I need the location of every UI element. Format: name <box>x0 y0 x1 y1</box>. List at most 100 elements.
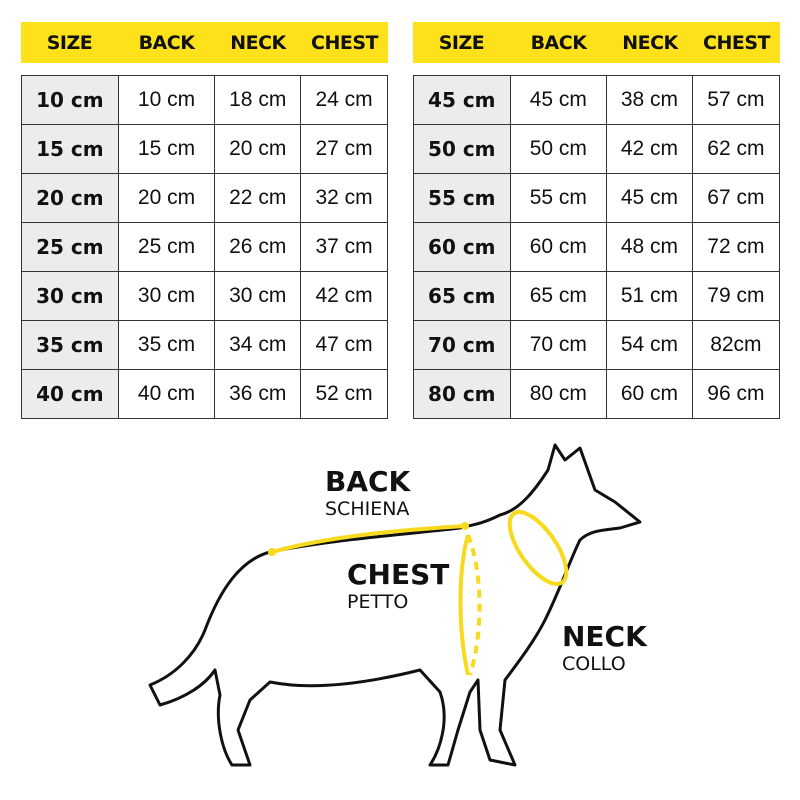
table-row: 40 cm 40 cm 36 cm 52 cm <box>21 369 388 419</box>
chest-cell: 52 cm <box>300 369 388 419</box>
neck-cell: 38 cm <box>606 75 693 125</box>
chest-cell: 79 cm <box>691 271 781 321</box>
header-size: SIZE <box>438 31 485 54</box>
back-cell: 40 cm <box>117 369 216 419</box>
neck-cell: 34 cm <box>214 320 302 370</box>
table-row: 10 cm 10 cm 18 cm 24 cm <box>21 75 388 125</box>
header-neck: NECK <box>230 31 286 54</box>
chest-title: CHEST <box>347 558 450 591</box>
back-start-dot <box>268 548 276 556</box>
back-cell: 70 cm <box>509 320 608 370</box>
back-end-dot <box>461 522 469 530</box>
size-grid: 10 cm 10 cm 18 cm 24 cm 15 cm 15 cm 20 cm 27 cm… <box>21 75 388 419</box>
neck-cell: 54 cm <box>606 320 693 370</box>
dog-diagram <box>148 443 642 767</box>
header-size: SIZE <box>46 31 93 54</box>
table-header: SIZE BACK NECK CHEST <box>413 22 780 63</box>
size-cell: 30 cm <box>21 271 119 321</box>
size-cell: 60 cm <box>413 222 511 272</box>
table-row: 30 cm 30 cm 30 cm 42 cm <box>21 271 388 321</box>
chest-measure-line <box>458 534 470 676</box>
table-row: 55 cm 55 cm 45 cm 67 cm <box>413 173 781 223</box>
size-cell: 10 cm <box>21 75 119 125</box>
neck-cell: 45 cm <box>606 173 693 223</box>
back-cell: 30 cm <box>117 271 216 321</box>
chest-label: CHEST PETTO <box>347 558 449 613</box>
header-back: BACK <box>138 31 195 54</box>
size-table-right: SIZE BACK NECK CHEST 45 cm 45 cm 38 cm 57 c… <box>413 22 781 419</box>
neck-measure-line <box>507 510 569 586</box>
chest-cell: 42 cm <box>300 271 388 321</box>
header-back: BACK <box>530 31 587 54</box>
back-cell: 50 cm <box>509 124 608 174</box>
back-cell: 15 cm <box>117 124 216 174</box>
neck-title: NECK <box>562 620 647 653</box>
neck-cell: 51 cm <box>606 271 693 321</box>
chest-cell: 72 cm <box>691 222 781 272</box>
size-cell: 45 cm <box>413 75 511 125</box>
chest-cell: 67 cm <box>691 173 781 223</box>
neck-cell: 30 cm <box>214 271 302 321</box>
back-measure-line <box>271 524 466 554</box>
chest-cell: 96 cm <box>691 369 781 419</box>
size-cell: 25 cm <box>21 222 119 272</box>
neck-cell: 18 cm <box>214 75 302 125</box>
header-chest: CHEST <box>311 31 378 54</box>
chest-cell: 37 cm <box>300 222 388 272</box>
size-cell: 50 cm <box>413 124 511 174</box>
chest-cell: 82cm <box>691 320 781 370</box>
chest-cell: 27 cm <box>300 124 388 174</box>
table-row: 60 cm 60 cm 48 cm 72 cm <box>413 222 781 272</box>
chest-subtitle: PETTO <box>347 591 409 613</box>
neck-subtitle: COLLO <box>562 653 626 675</box>
back-cell: 55 cm <box>509 173 608 223</box>
neck-cell: 42 cm <box>606 124 693 174</box>
neck-label: NECK COLLO <box>562 620 647 675</box>
neck-cell: 26 cm <box>214 222 302 272</box>
neck-cell: 48 cm <box>606 222 693 272</box>
size-grid: 45 cm 45 cm 38 cm 57 cm 50 cm 50 cm 42 cm 62 cm… <box>413 75 781 419</box>
table-row: 45 cm 45 cm 38 cm 57 cm <box>413 75 781 125</box>
size-table-left: SIZE BACK NECK CHEST 10 cm 10 cm 18 cm 24 c… <box>21 22 388 419</box>
table-row: 80 cm 80 cm 60 cm 96 cm <box>413 369 781 419</box>
size-cell: 55 cm <box>413 173 511 223</box>
back-cell: 35 cm <box>117 320 216 370</box>
chest-cell: 47 cm <box>300 320 388 370</box>
table-row: 20 cm 20 cm 22 cm 32 cm <box>21 173 388 223</box>
chest-cell: 57 cm <box>691 75 781 125</box>
size-cell: 20 cm <box>21 173 119 223</box>
neck-cell: 36 cm <box>214 369 302 419</box>
header-neck: NECK <box>622 31 678 54</box>
dog-silhouette <box>148 443 642 767</box>
back-subtitle: SCHIENA <box>325 498 410 520</box>
size-cell: 15 cm <box>21 124 119 174</box>
table-row: 70 cm 70 cm 54 cm 82cm <box>413 320 781 370</box>
table-row: 65 cm 65 cm 51 cm 79 cm <box>413 271 781 321</box>
back-cell: 25 cm <box>117 222 216 272</box>
table-row: 35 cm 35 cm 34 cm 47 cm <box>21 320 388 370</box>
size-cell: 65 cm <box>413 271 511 321</box>
chest-cell: 62 cm <box>691 124 781 174</box>
neck-cell: 22 cm <box>214 173 302 223</box>
size-cell: 70 cm <box>413 320 511 370</box>
header-chest: CHEST <box>703 31 770 54</box>
back-title: BACK <box>325 465 411 498</box>
table-row: 15 cm 15 cm 20 cm 27 cm <box>21 124 388 174</box>
table-row: 25 cm 25 cm 26 cm 37 cm <box>21 222 388 272</box>
size-cell: 35 cm <box>21 320 119 370</box>
back-cell: 65 cm <box>509 271 608 321</box>
neck-cell: 60 cm <box>606 369 693 419</box>
table-row: 50 cm 50 cm 42 cm 62 cm <box>413 124 781 174</box>
chest-measure-dashed <box>466 534 482 676</box>
size-cell: 80 cm <box>413 369 511 419</box>
back-cell: 20 cm <box>117 173 216 223</box>
back-cell: 45 cm <box>509 75 608 125</box>
size-cell: 40 cm <box>21 369 119 419</box>
chest-cell: 32 cm <box>300 173 388 223</box>
back-cell: 60 cm <box>509 222 608 272</box>
back-cell: 80 cm <box>509 369 608 419</box>
back-label: BACK SCHIENA <box>325 465 410 520</box>
chest-cell: 24 cm <box>300 75 388 125</box>
back-cell: 10 cm <box>117 75 216 125</box>
neck-cell: 20 cm <box>214 124 302 174</box>
